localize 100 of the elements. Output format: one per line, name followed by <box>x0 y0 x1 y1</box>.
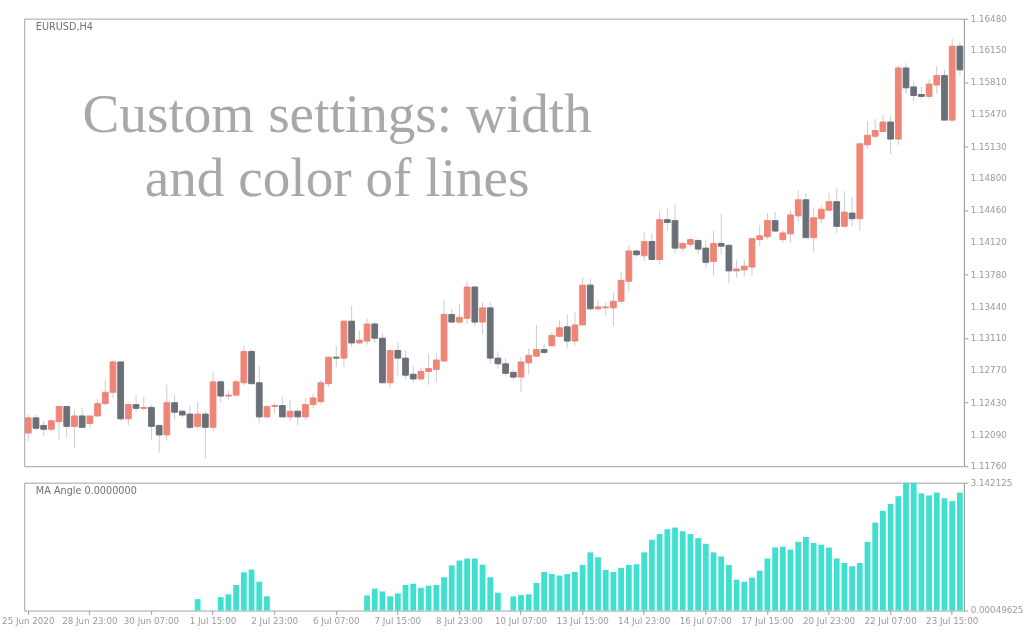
x-tick-label: 13 Jul 15:00 <box>556 615 609 626</box>
bar <box>495 592 501 611</box>
bar <box>726 565 732 611</box>
bar <box>548 573 555 611</box>
candlestick <box>479 301 486 335</box>
y-tick-label: 0.00049625 <box>970 605 1024 616</box>
bar <box>410 583 417 611</box>
bar <box>872 522 879 611</box>
bar <box>448 565 455 611</box>
y-tick-label: 1.12090 <box>970 429 1007 440</box>
bar <box>371 588 378 611</box>
bar <box>826 547 832 611</box>
x-tick-label: 8 Jul 23:00 <box>436 615 483 626</box>
y-tick-label: 1.16480 <box>970 13 1007 24</box>
bar <box>880 510 886 611</box>
bar <box>856 562 863 611</box>
x-tick-label: 7 Jul 15:00 <box>374 615 422 626</box>
candlestick <box>563 314 571 350</box>
x-tick-label: 16 Jul 07:00 <box>679 615 732 626</box>
candlestick <box>348 305 356 348</box>
bar <box>756 570 763 611</box>
y-tick-label: 1.13110 <box>970 333 1007 344</box>
candlestick <box>201 410 209 460</box>
bar <box>256 581 263 611</box>
y-tick-label: 1.16150 <box>970 44 1007 55</box>
bar <box>795 541 802 611</box>
candlestick <box>24 413 32 443</box>
bar <box>264 596 270 611</box>
bar <box>364 595 370 611</box>
candlestick <box>71 409 78 449</box>
candlestick <box>640 231 648 262</box>
bar <box>672 527 678 611</box>
bar <box>464 558 471 611</box>
x-tick-label: 17 Jul 15:00 <box>741 615 794 626</box>
bar <box>679 531 686 611</box>
bar <box>641 552 648 611</box>
candlestick <box>648 233 656 261</box>
bar <box>240 572 247 611</box>
x-tick-label: 30 Jun 07:00 <box>123 615 180 626</box>
bar <box>718 556 725 611</box>
candlestick <box>124 402 132 426</box>
x-tick-label: 20 Jul 23:00 <box>802 615 856 626</box>
x-tick-label: 28 Jun 23:00 <box>62 615 118 626</box>
x-tick-label: 6 Jul 07:00 <box>312 615 360 626</box>
bar <box>803 536 809 611</box>
bar <box>541 571 548 611</box>
bar <box>957 492 963 611</box>
bar <box>564 573 571 611</box>
bar <box>379 591 386 611</box>
bar <box>518 595 524 611</box>
bar <box>225 594 232 611</box>
candlestick <box>887 115 894 155</box>
bar <box>572 571 578 611</box>
candlestick <box>78 406 86 428</box>
bar <box>933 492 940 611</box>
bar <box>394 593 401 611</box>
candlestick <box>956 41 964 77</box>
y-tick-label: 3.142125 <box>970 477 1013 488</box>
bar <box>833 558 840 611</box>
candlestick <box>710 230 717 277</box>
bar <box>487 577 494 611</box>
bar <box>602 569 609 611</box>
bar <box>772 547 778 611</box>
y-tick-label: 1.13780 <box>970 269 1007 280</box>
bar <box>749 577 755 611</box>
bar <box>849 566 855 611</box>
bar <box>387 596 394 611</box>
chart-title: MA Angle 0.0000000 <box>35 485 137 497</box>
y-tick-label: 1.14460 <box>970 205 1007 216</box>
chart-title: EURUSD,H4 <box>35 21 93 33</box>
candlestick <box>540 343 548 355</box>
bar <box>418 587 424 611</box>
bar <box>471 558 478 611</box>
bar <box>895 496 902 611</box>
candlestick <box>841 190 848 228</box>
candlestick <box>278 396 286 418</box>
bar <box>695 538 701 611</box>
x-tick-label: 25 Jun 2020 <box>2 615 55 626</box>
bar <box>818 544 825 611</box>
bar <box>595 557 601 611</box>
y-tick-label: 1.13440 <box>970 301 1007 312</box>
y-tick-label: 1.11760 <box>970 461 1007 472</box>
bar <box>217 597 224 611</box>
bar <box>649 539 655 611</box>
y-tick-label: 1.14800 <box>970 172 1007 183</box>
bar <box>702 543 709 611</box>
candlestick <box>194 401 202 430</box>
candlestick <box>332 345 340 369</box>
bar <box>618 567 625 611</box>
candlestick <box>286 399 294 422</box>
y-tick-label: 1.15130 <box>970 141 1007 152</box>
candlestick <box>132 394 140 413</box>
x-tick-label: 10 Jul 07:00 <box>494 615 548 626</box>
candlestick <box>586 277 594 312</box>
y-tick-label: 1.12770 <box>970 365 1007 376</box>
bar <box>194 599 201 611</box>
x-tick-label: 1 Jul 15:00 <box>189 615 237 626</box>
bar <box>510 596 517 611</box>
bar <box>441 577 447 611</box>
bar <box>625 565 632 611</box>
